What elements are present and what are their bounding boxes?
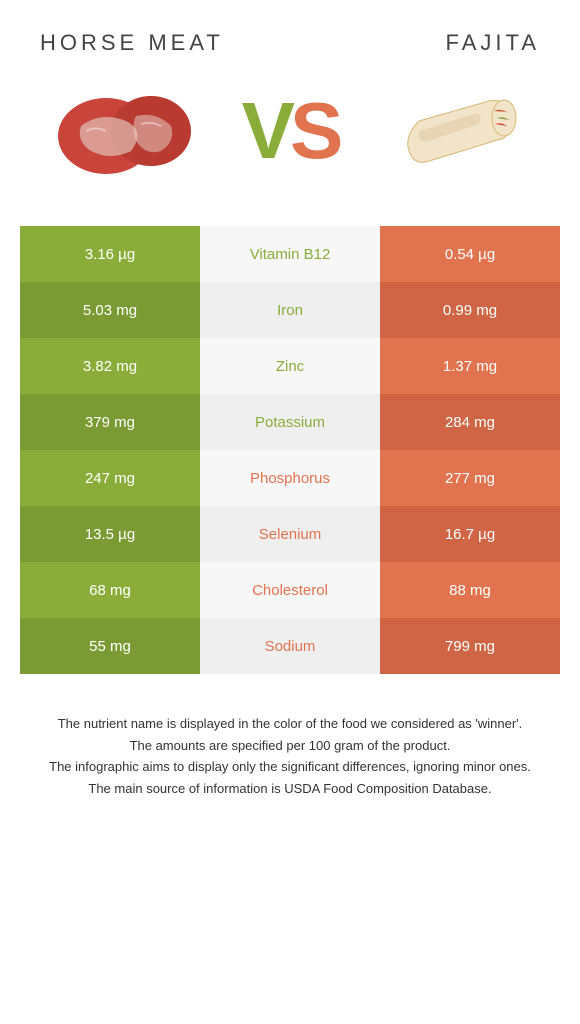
- nutrient-right-value: 1.37 mg: [380, 338, 560, 394]
- nutrient-row: 3.82 mgZinc1.37 mg: [20, 338, 560, 394]
- nutrient-left-value: 247 mg: [20, 450, 200, 506]
- vs-v: V: [242, 86, 290, 175]
- nutrient-name: Phosphorus: [200, 450, 380, 506]
- nutrient-row: 68 mgCholesterol88 mg: [20, 562, 560, 618]
- nutrient-row: 13.5 µgSelenium16.7 µg: [20, 506, 560, 562]
- footer-line: The infographic aims to display only the…: [40, 757, 540, 777]
- hero-row: VS: [20, 76, 560, 186]
- nutrient-row: 247 mgPhosphorus277 mg: [20, 450, 560, 506]
- nutrient-right-value: 0.54 µg: [380, 226, 560, 282]
- nutrient-left-value: 55 mg: [20, 618, 200, 674]
- nutrient-left-value: 3.82 mg: [20, 338, 200, 394]
- nutrient-left-value: 68 mg: [20, 562, 200, 618]
- title-row: Horse meat Fajita: [20, 30, 560, 56]
- nutrient-name: Cholesterol: [200, 562, 380, 618]
- nutrient-name: Vitamin B12: [200, 226, 380, 282]
- nutrient-row: 3.16 µgVitamin B120.54 µg: [20, 226, 560, 282]
- nutrition-table: 3.16 µgVitamin B120.54 µg5.03 mgIron0.99…: [20, 226, 560, 674]
- nutrient-right-value: 0.99 mg: [380, 282, 560, 338]
- footer-notes: The nutrient name is displayed in the co…: [20, 714, 560, 798]
- footer-line: The nutrient name is displayed in the co…: [40, 714, 540, 734]
- footer-line: The main source of information is USDA F…: [40, 779, 540, 799]
- footer-line: The amounts are specified per 100 gram o…: [40, 736, 540, 756]
- food-left-image: [51, 76, 201, 186]
- nutrient-left-value: 379 mg: [20, 394, 200, 450]
- nutrient-right-value: 88 mg: [380, 562, 560, 618]
- nutrient-row: 379 mgPotassium284 mg: [20, 394, 560, 450]
- food-right-title: Fajita: [446, 30, 541, 56]
- nutrient-name: Selenium: [200, 506, 380, 562]
- nutrient-right-value: 16.7 µg: [380, 506, 560, 562]
- nutrient-name: Sodium: [200, 618, 380, 674]
- nutrient-row: 5.03 mgIron0.99 mg: [20, 282, 560, 338]
- nutrient-left-value: 13.5 µg: [20, 506, 200, 562]
- nutrient-name: Iron: [200, 282, 380, 338]
- nutrient-row: 55 mgSodium799 mg: [20, 618, 560, 674]
- nutrient-right-value: 284 mg: [380, 394, 560, 450]
- food-right-image: [379, 76, 529, 186]
- nutrient-right-value: 799 mg: [380, 618, 560, 674]
- food-left-title: Horse meat: [40, 30, 224, 56]
- vs-label: VS: [242, 85, 339, 177]
- nutrient-left-value: 3.16 µg: [20, 226, 200, 282]
- nutrient-name: Zinc: [200, 338, 380, 394]
- nutrient-name: Potassium: [200, 394, 380, 450]
- nutrient-right-value: 277 mg: [380, 450, 560, 506]
- vs-s: S: [290, 86, 338, 175]
- nutrient-left-value: 5.03 mg: [20, 282, 200, 338]
